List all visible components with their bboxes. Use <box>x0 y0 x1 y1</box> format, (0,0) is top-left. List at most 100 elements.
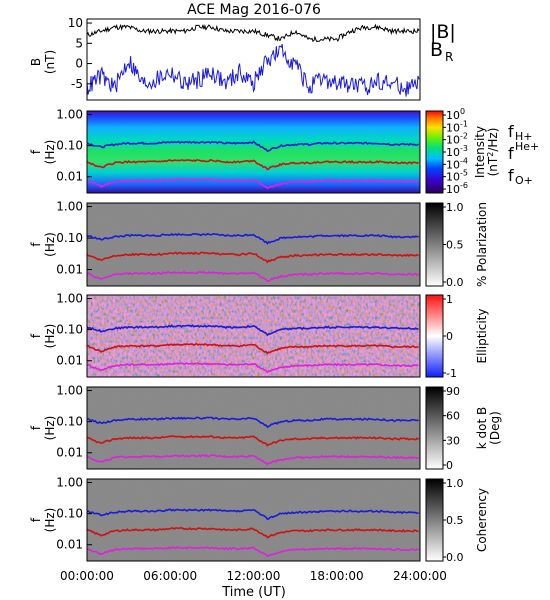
y-tick-label: 0.10 <box>56 231 83 245</box>
colorbar-title: k dot B <box>475 407 489 449</box>
freq-line-h-plus <box>86 508 419 521</box>
legend-br-sub: R <box>445 50 453 64</box>
colorbar-title: Coherency <box>475 488 489 552</box>
b-field-frame <box>86 18 421 101</box>
ellipticity-panel: 1.00 0.10 0.01 f (Hz) 1 0 -1 Ellipticity <box>29 292 489 380</box>
colorbar-tick-label: 10 <box>446 134 460 147</box>
freq-line-o-plus <box>86 453 419 466</box>
y-axis-title-main: B <box>29 58 43 66</box>
freq-line-o-plus <box>86 178 419 190</box>
colorbar-tick-label: 10 <box>446 158 460 171</box>
kdotb-frame <box>86 386 421 470</box>
colorbar-tick-exponent: -6 <box>460 181 468 190</box>
colorbar-tick-label: 0.0 <box>446 551 464 564</box>
colorbar-tick-label: 60 <box>446 410 460 423</box>
y-tick-label: 0.10 <box>56 323 83 337</box>
x-tick-label: 06:00:00 <box>143 569 197 583</box>
colorbar-title: Intensity <box>473 126 487 178</box>
intensity-frame <box>86 110 421 194</box>
series-line-br <box>86 43 420 97</box>
y-tick-label: 0.10 <box>56 415 83 429</box>
legend-br: B <box>430 39 443 61</box>
colorbar-tick-label: 0.0 <box>446 276 464 289</box>
y-tick-label: 0.01 <box>56 263 83 277</box>
y-tick-label: 1.00 <box>56 108 83 122</box>
colorbar-tick-label: 90 <box>446 385 460 398</box>
colorbar <box>425 386 444 470</box>
colorbar-tick-exponent: -5 <box>460 169 468 178</box>
y-tick-label: 0 <box>75 57 83 71</box>
colorbar-tick-exponent: -2 <box>460 132 468 141</box>
polarization-panel: 1.00 0.10 0.01 f (Hz) 1.0 0.5 0.0 % Polarization <box>29 200 489 289</box>
freq-line-he-plus <box>86 251 419 264</box>
colorbar-tick-exponent: -1 <box>460 119 468 128</box>
y-tick-label: 0.01 <box>56 354 83 368</box>
colorbar-tick-label: 0.5 <box>446 514 464 527</box>
y-tick-label: 1.00 <box>56 476 83 490</box>
colorbar-title: Ellipticity <box>475 309 489 364</box>
colorbar <box>425 294 444 378</box>
y-axis-title-unit: (Hz) <box>43 416 57 441</box>
y-tick-label: 1.00 <box>56 384 83 398</box>
legend-freq-main: f <box>508 144 514 163</box>
colorbar-tick-label: -1 <box>446 367 457 380</box>
freq-line-o-plus <box>86 362 419 374</box>
y-axis-title-main: f <box>29 242 43 247</box>
colorbar <box>425 110 444 194</box>
y-tick-label: 1.00 <box>56 200 83 214</box>
colorbar-tick-label: 30 <box>446 434 460 447</box>
y-axis-title-unit: (Hz) <box>43 140 57 165</box>
y-tick-label: 0.10 <box>56 507 83 521</box>
colorbar-tick-label: 10 <box>446 121 460 134</box>
y-tick-label: 0.01 <box>56 446 83 460</box>
colorbar-tick-label: 10 <box>446 146 460 159</box>
freq-line-he-plus <box>86 527 419 539</box>
freq-line-h-plus <box>86 324 419 337</box>
y-axis-title-main: f <box>29 149 43 154</box>
freq-line-he-plus <box>86 342 419 355</box>
y-tick-label: 5 <box>75 36 83 50</box>
colorbar-tick-label: 0 <box>446 459 453 472</box>
x-axis-title: Time (UT) <box>221 585 286 600</box>
freq-line-h-plus <box>86 416 419 429</box>
x-tick-label: 24:00:00 <box>393 569 447 583</box>
freq-line-o-plus <box>86 546 419 558</box>
colorbar-tick-label: 1.0 <box>446 477 464 490</box>
legend-b-total: |B| <box>430 21 456 43</box>
y-tick-label: 0.01 <box>56 538 83 552</box>
freq-line-o-plus <box>86 270 419 283</box>
y-axis-title-main: f <box>29 333 43 338</box>
y-tick-label: -5 <box>71 77 83 91</box>
freq-line-he-plus <box>86 434 420 447</box>
colorbar-tick-exponent: -3 <box>460 144 468 153</box>
y-tick-label: 0.01 <box>56 170 83 184</box>
colorbar-tick-exponent: 0 <box>460 107 465 116</box>
freq-line-h-plus <box>86 232 419 245</box>
colorbar-tick-label: 0 <box>446 330 453 343</box>
colorbar-tick-label: 10 <box>446 171 460 184</box>
y-axis-title-main: f <box>29 425 43 430</box>
polarization-frame <box>86 202 421 287</box>
colorbar-title: % Polarization <box>475 202 489 287</box>
y-tick-label: 1.00 <box>56 292 83 306</box>
x-tick-label: 12:00:00 <box>227 569 281 583</box>
colorbar-tick-label: 0.5 <box>446 239 464 252</box>
y-axis-title-unit: (Hz) <box>43 508 57 533</box>
colorbar-unit: (Deg) <box>488 411 502 445</box>
freq-line-h-plus <box>86 140 420 153</box>
y-axis-title-unit: (Hz) <box>43 232 57 257</box>
colorbar-tick-label: 10 <box>446 109 460 122</box>
colorbar-tick-exponent: -4 <box>460 156 468 165</box>
y-axis-title-main: f <box>29 517 43 522</box>
colorbar <box>425 202 444 287</box>
colorbar-tick-label: 10 <box>446 183 460 196</box>
x-tick-label: 00:00:00 <box>60 569 114 583</box>
legend-freq-sub: He+ <box>515 140 539 153</box>
ellipticity-frame <box>86 294 421 378</box>
series-line-b-total <box>86 23 420 43</box>
colorbar-tick-label: 1 <box>446 293 453 306</box>
coherency-frame <box>86 478 421 562</box>
